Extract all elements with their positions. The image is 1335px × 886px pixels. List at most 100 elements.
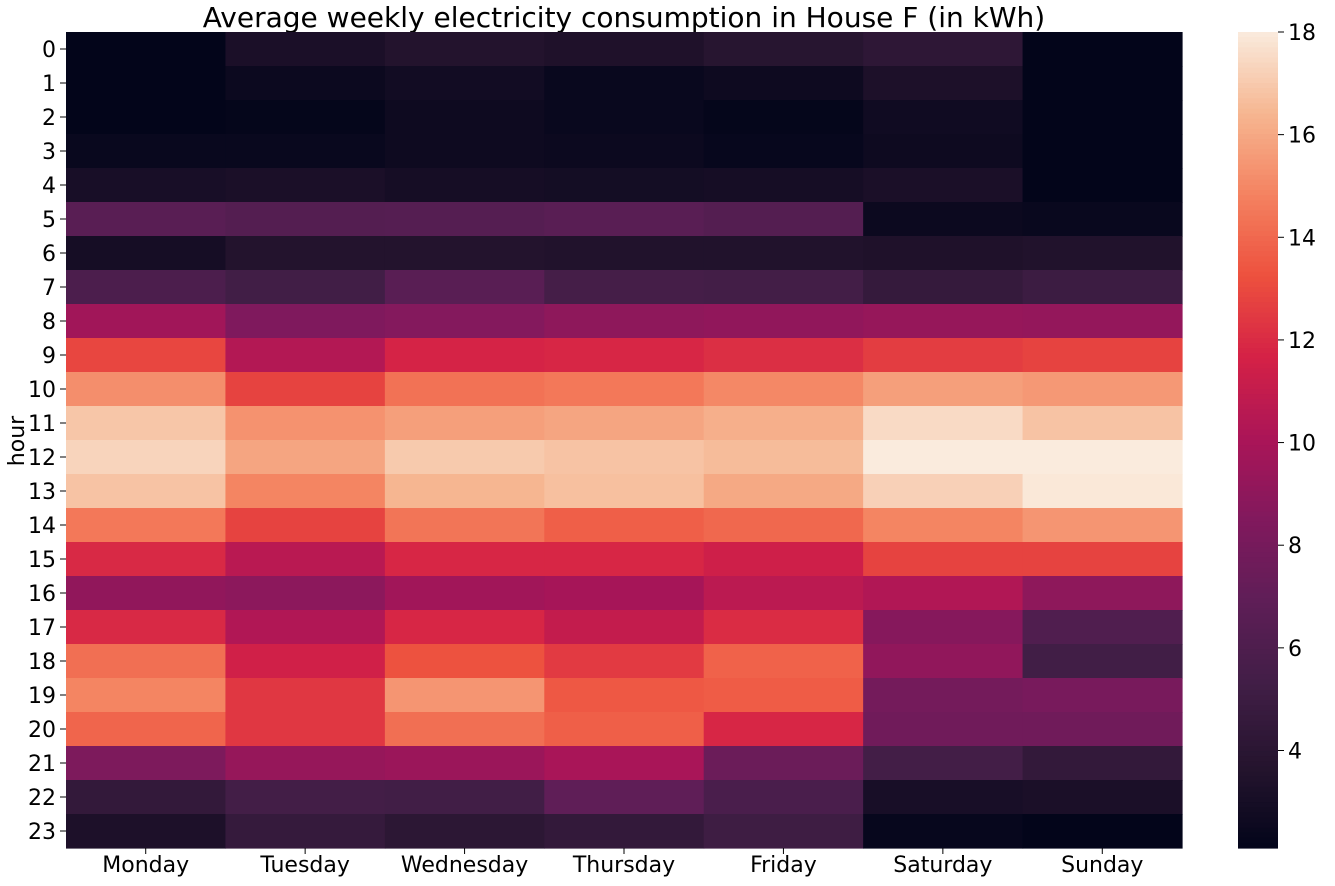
colorbar-segment xyxy=(1238,730,1278,737)
y-tick-label: 17 xyxy=(28,616,56,641)
heatmap-cell xyxy=(66,406,227,441)
colorbar-segment xyxy=(1238,700,1278,706)
colorbar-segment xyxy=(1238,83,1278,89)
heatmap-cell xyxy=(544,440,705,475)
heatmap-cell xyxy=(703,644,864,679)
colorbar-segment xyxy=(1238,322,1278,329)
heatmap-cell xyxy=(384,644,545,679)
colorbar-segment xyxy=(1238,134,1278,140)
heatmap-cell xyxy=(66,746,227,781)
colorbar-tick-label: 4 xyxy=(1288,739,1302,764)
heatmap-cell xyxy=(384,168,545,203)
colorbar-segment xyxy=(1238,552,1278,558)
colorbar-segment xyxy=(1238,822,1278,829)
colorbar-segment xyxy=(1238,664,1278,671)
colorbar-segment xyxy=(1238,684,1278,691)
heatmap-cell xyxy=(225,304,386,339)
colorbar-segment xyxy=(1238,348,1278,354)
heatmap-cell xyxy=(1022,746,1183,781)
y-tick-label: 1 xyxy=(42,72,56,97)
heatmap-cell xyxy=(225,610,386,645)
colorbar-segment xyxy=(1238,266,1278,273)
colorbar-segment xyxy=(1238,292,1278,298)
colorbar-segment xyxy=(1238,261,1278,268)
heatmap-cell xyxy=(863,236,1024,271)
heatmap-cell xyxy=(703,406,864,441)
heatmap-cell xyxy=(703,576,864,611)
colorbar-segment xyxy=(1238,389,1278,395)
colorbar-tick-label: 6 xyxy=(1288,637,1302,662)
colorbar-tick-label: 16 xyxy=(1288,124,1316,149)
colorbar-segment xyxy=(1238,113,1278,120)
colorbar-segment xyxy=(1238,679,1278,686)
heatmap-cell xyxy=(384,270,545,305)
y-tick-label: 0 xyxy=(42,38,56,63)
colorbar-segment xyxy=(1238,618,1278,625)
heatmap-cell xyxy=(863,542,1024,577)
heatmap-cell xyxy=(66,780,227,815)
colorbar-segment xyxy=(1238,424,1278,431)
colorbar-segment xyxy=(1238,174,1278,181)
colorbar-segment xyxy=(1238,740,1278,747)
colorbar-segment xyxy=(1238,42,1278,48)
x-tick-label: Saturday xyxy=(893,853,992,878)
heatmap-cell xyxy=(544,32,705,67)
colorbar-segment xyxy=(1238,761,1278,767)
colorbar-segment xyxy=(1238,547,1278,553)
heatmap-cell xyxy=(703,440,864,475)
colorbar-segment xyxy=(1238,399,1278,405)
colorbar-segment xyxy=(1238,144,1278,150)
heatmap-cell xyxy=(1022,270,1183,305)
heatmap-cell xyxy=(66,372,227,407)
heatmap-cell xyxy=(225,372,386,407)
heatmap-cell xyxy=(66,304,227,339)
heatmap-cell xyxy=(384,406,545,441)
colorbar-segment xyxy=(1238,771,1278,778)
heatmap-cell xyxy=(1022,780,1183,815)
heatmap-cell xyxy=(544,678,705,713)
heatmap-cell xyxy=(66,610,227,645)
colorbar-segment xyxy=(1238,195,1278,201)
heatmap-cell xyxy=(1022,338,1183,373)
colorbar-segment xyxy=(1238,623,1278,630)
heatmap-cell xyxy=(225,644,386,679)
heatmap-cell xyxy=(384,712,545,747)
colorbar-segment xyxy=(1238,32,1278,38)
x-tick-label: Thursday xyxy=(572,853,675,878)
colorbar-segment xyxy=(1238,164,1278,171)
colorbar-segment xyxy=(1238,465,1278,472)
heatmap-cell xyxy=(544,270,705,305)
heatmap-cell xyxy=(703,780,864,815)
heatmap-cell xyxy=(703,678,864,713)
colorbar-segment xyxy=(1238,312,1278,319)
heatmap-cell xyxy=(863,66,1024,101)
heatmap-cell xyxy=(1022,508,1183,543)
colorbar-segment xyxy=(1238,567,1278,574)
colorbar-segment xyxy=(1238,404,1278,410)
y-tick-label: 8 xyxy=(42,310,56,335)
y-tick-label: 19 xyxy=(28,684,56,709)
colorbar-segment xyxy=(1238,327,1278,334)
colorbar-segment xyxy=(1238,419,1278,426)
colorbar-segment xyxy=(1238,338,1278,344)
heatmap-cell xyxy=(384,780,545,815)
colorbar-segment xyxy=(1238,205,1278,212)
heatmap-cell xyxy=(544,304,705,339)
heatmap-cell xyxy=(384,814,545,849)
colorbar-tick-label: 18 xyxy=(1288,21,1316,46)
colorbar-segment xyxy=(1238,536,1278,543)
colorbar-tick-label: 8 xyxy=(1288,534,1302,559)
colorbar-segment xyxy=(1238,378,1278,385)
heatmap-cell xyxy=(384,610,545,645)
heatmap-cell xyxy=(863,100,1024,135)
heatmap-cell xyxy=(384,338,545,373)
heatmap-cell xyxy=(1022,304,1183,339)
colorbar-segment xyxy=(1238,169,1278,176)
colorbar-segment xyxy=(1238,98,1278,104)
colorbar-segment xyxy=(1238,358,1278,365)
heatmap-cell xyxy=(225,270,386,305)
colorbar-segment xyxy=(1238,276,1278,283)
heatmap-cell xyxy=(66,66,227,101)
colorbar-segment xyxy=(1238,52,1278,59)
